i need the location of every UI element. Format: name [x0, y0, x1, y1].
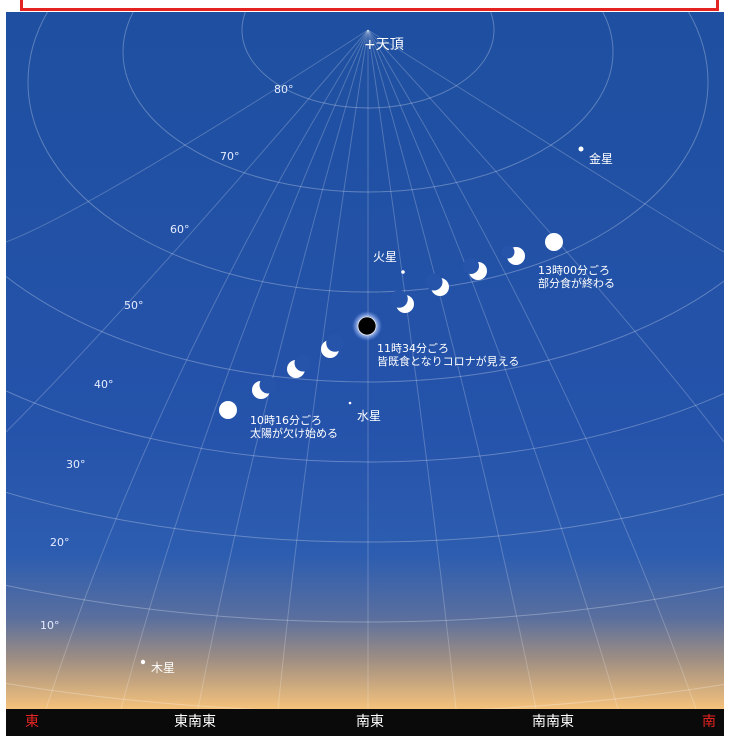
- altitude-label-10: 10°: [40, 619, 60, 632]
- sky-grid: [6, 12, 724, 709]
- mars-dot: [401, 270, 405, 274]
- azimuth-line: [6, 29, 369, 243]
- venus-dot: [578, 146, 584, 152]
- azimuth-lines: [6, 29, 724, 709]
- direction-se: 南東: [356, 714, 384, 730]
- altitude-label-80: 80°: [274, 83, 294, 96]
- azimuth-line: [197, 29, 369, 709]
- zenith-label: +天頂: [364, 37, 404, 53]
- azimuth-line: [367, 29, 724, 443]
- altitude-label-40: 40°: [94, 378, 114, 391]
- jupiter-dot: [140, 659, 146, 665]
- alt-circle-40: [6, 390, 724, 463]
- end-time: 13時00分ごろ: [538, 264, 610, 277]
- alt-circle-70: [122, 12, 614, 193]
- mercury-dot: [348, 401, 352, 405]
- sun-phase-10: [545, 233, 563, 251]
- mercury-label: 水星: [357, 409, 382, 423]
- direction-bar: 東 東南東 南東 南南東 南: [6, 709, 724, 736]
- end-annotation: 13時00分ごろ 部分食が終わる: [538, 264, 615, 290]
- jupiter-label: 木星: [151, 661, 176, 675]
- eclipse-sequence: [219, 233, 563, 419]
- altitude-label-70: 70°: [220, 150, 240, 163]
- mars-label: 火星: [373, 250, 398, 264]
- sun-phase-4: [321, 334, 344, 358]
- start-annotation: 10時16分ごろ 太陽が欠け始める: [250, 414, 338, 440]
- sun-phase-6: [390, 290, 414, 313]
- direction-sse: 南南東: [532, 714, 574, 730]
- total-desc: 皆既食となりコロナが見える: [377, 355, 520, 368]
- azimuth-line: [367, 29, 697, 709]
- alt-circle-50: [6, 275, 724, 383]
- sun-phase-8: [463, 258, 487, 280]
- altitude-label-50: 50°: [124, 299, 144, 312]
- azimuth-line: [367, 29, 724, 253]
- azimuth-line: [367, 29, 537, 709]
- direction-ese: 東南東: [174, 714, 216, 730]
- sun-phase-1: [219, 401, 237, 419]
- azimuth-line: [367, 29, 457, 709]
- alt-circle-30: [6, 491, 724, 543]
- venus-label: 金星: [589, 152, 614, 166]
- end-desc: 部分食が終わる: [538, 277, 615, 290]
- top-frame: [20, 0, 719, 11]
- direction-south: 南: [702, 714, 716, 730]
- alt-circle-60: [27, 12, 709, 293]
- start-desc: 太陽が欠け始める: [250, 427, 338, 440]
- azimuth-line: [367, 29, 619, 709]
- alt-circle-80: [241, 12, 495, 109]
- azimuth-line: [6, 29, 369, 433]
- sky-area: +天頂 80° 70° 60° 50° 40° 30° 20° 10° 金星 火…: [6, 12, 724, 709]
- sun-phase-9: [501, 245, 525, 265]
- azimuth-line: [277, 29, 369, 709]
- altitude-circles: [6, 12, 724, 709]
- total-annotation: 11時34分ごろ 皆既食となりコロナが見える: [377, 342, 519, 368]
- altitude-label-30: 30°: [66, 458, 86, 471]
- total-time: 11時34分ごろ: [377, 342, 449, 355]
- sun-phase-7: [425, 273, 449, 296]
- altitude-label-60: 60°: [170, 223, 190, 236]
- altitude-label-20: 20°: [50, 536, 70, 549]
- start-time: 10時16分ごろ: [250, 414, 322, 427]
- sun-phase-3: [287, 354, 312, 378]
- azimuth-line: [45, 29, 369, 709]
- direction-east: 東: [25, 714, 39, 730]
- alt-circle-20: [6, 584, 724, 623]
- azimuth-line: [120, 29, 369, 709]
- total-eclipse-sun: [352, 311, 382, 341]
- sun-phase-2: [252, 376, 277, 399]
